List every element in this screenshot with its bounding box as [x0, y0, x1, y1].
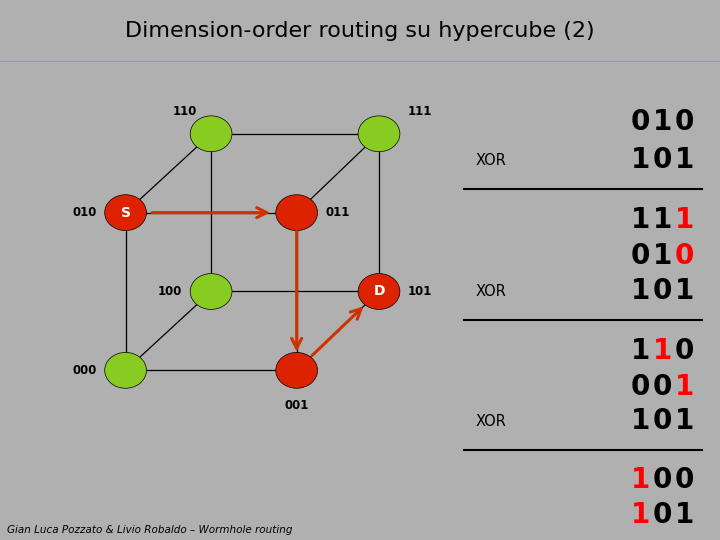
Text: 0: 0 [653, 466, 672, 494]
Text: 0: 0 [653, 408, 672, 435]
Text: 000: 000 [73, 364, 96, 377]
Text: 1: 1 [631, 206, 650, 234]
Text: 110: 110 [172, 105, 197, 118]
Text: 1: 1 [631, 337, 650, 365]
Text: S: S [120, 206, 130, 220]
Ellipse shape [276, 195, 318, 231]
Text: 1: 1 [653, 108, 672, 136]
Text: D: D [373, 285, 384, 299]
Text: Gian Luca Pozzato & Livio Robaldo – Wormhole routing: Gian Luca Pozzato & Livio Robaldo – Worm… [7, 525, 293, 535]
Text: 1: 1 [653, 206, 672, 234]
Text: XOR: XOR [475, 284, 506, 299]
Text: 0: 0 [653, 146, 672, 174]
Text: 1: 1 [675, 373, 693, 401]
Text: 0: 0 [675, 241, 693, 269]
Text: 1: 1 [653, 337, 672, 365]
Text: 0: 0 [653, 278, 672, 306]
Text: 0: 0 [631, 241, 650, 269]
Text: 0: 0 [653, 501, 672, 529]
Text: 0: 0 [653, 373, 672, 401]
Text: 1: 1 [675, 278, 693, 306]
Text: 111: 111 [408, 105, 432, 118]
Text: 1: 1 [631, 466, 650, 494]
Ellipse shape [276, 353, 318, 388]
Text: 100: 100 [158, 285, 182, 298]
Text: 1: 1 [675, 206, 693, 234]
Ellipse shape [190, 274, 232, 309]
Ellipse shape [104, 195, 146, 231]
Text: Dimension-order routing su hypercube (2): Dimension-order routing su hypercube (2) [125, 21, 595, 41]
Text: 1: 1 [675, 501, 693, 529]
Ellipse shape [104, 353, 146, 388]
Ellipse shape [190, 116, 232, 152]
Text: 1: 1 [631, 501, 650, 529]
Text: XOR: XOR [475, 153, 506, 167]
Text: 0: 0 [631, 373, 650, 401]
Ellipse shape [358, 274, 400, 309]
Text: 011: 011 [325, 206, 350, 219]
Text: 1: 1 [631, 408, 650, 435]
Text: 0: 0 [675, 337, 693, 365]
Ellipse shape [358, 116, 400, 152]
Text: 1: 1 [631, 278, 650, 306]
Text: 0: 0 [631, 108, 650, 136]
Text: 1: 1 [675, 146, 693, 174]
Text: 1: 1 [631, 146, 650, 174]
Text: 1: 1 [653, 241, 672, 269]
Text: 001: 001 [284, 399, 309, 412]
Text: XOR: XOR [475, 414, 506, 429]
Text: 010: 010 [73, 206, 96, 219]
Text: 101: 101 [408, 285, 432, 298]
Text: 0: 0 [675, 108, 693, 136]
Text: 1: 1 [675, 408, 693, 435]
Text: 0: 0 [675, 466, 693, 494]
